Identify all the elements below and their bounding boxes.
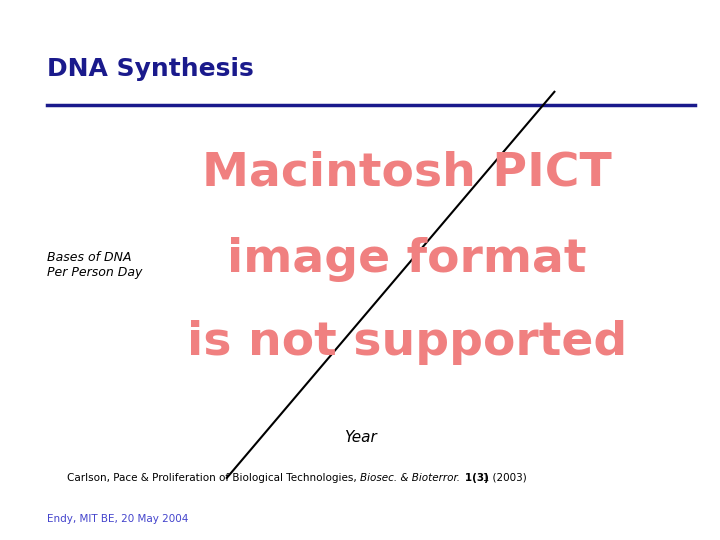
Text: image format: image format [227, 237, 587, 282]
Text: 1(3): 1(3) [457, 473, 489, 483]
Text: Endy, MIT BE, 20 May 2004: Endy, MIT BE, 20 May 2004 [47, 514, 188, 524]
Text: :1 (2003): :1 (2003) [479, 473, 526, 483]
Text: is not supported: is not supported [186, 320, 627, 366]
Text: Year: Year [343, 430, 377, 445]
Text: Bases of DNA
Per Person Day: Bases of DNA Per Person Day [47, 251, 142, 279]
Text: Biosec. & Bioterror.: Biosec. & Bioterror. [360, 473, 460, 483]
Text: DNA Synthesis: DNA Synthesis [47, 57, 253, 80]
Text: Carlson, Pace & Proliferation of Biological Technologies,: Carlson, Pace & Proliferation of Biologi… [67, 473, 360, 483]
Text: Macintosh PICT: Macintosh PICT [202, 150, 612, 195]
